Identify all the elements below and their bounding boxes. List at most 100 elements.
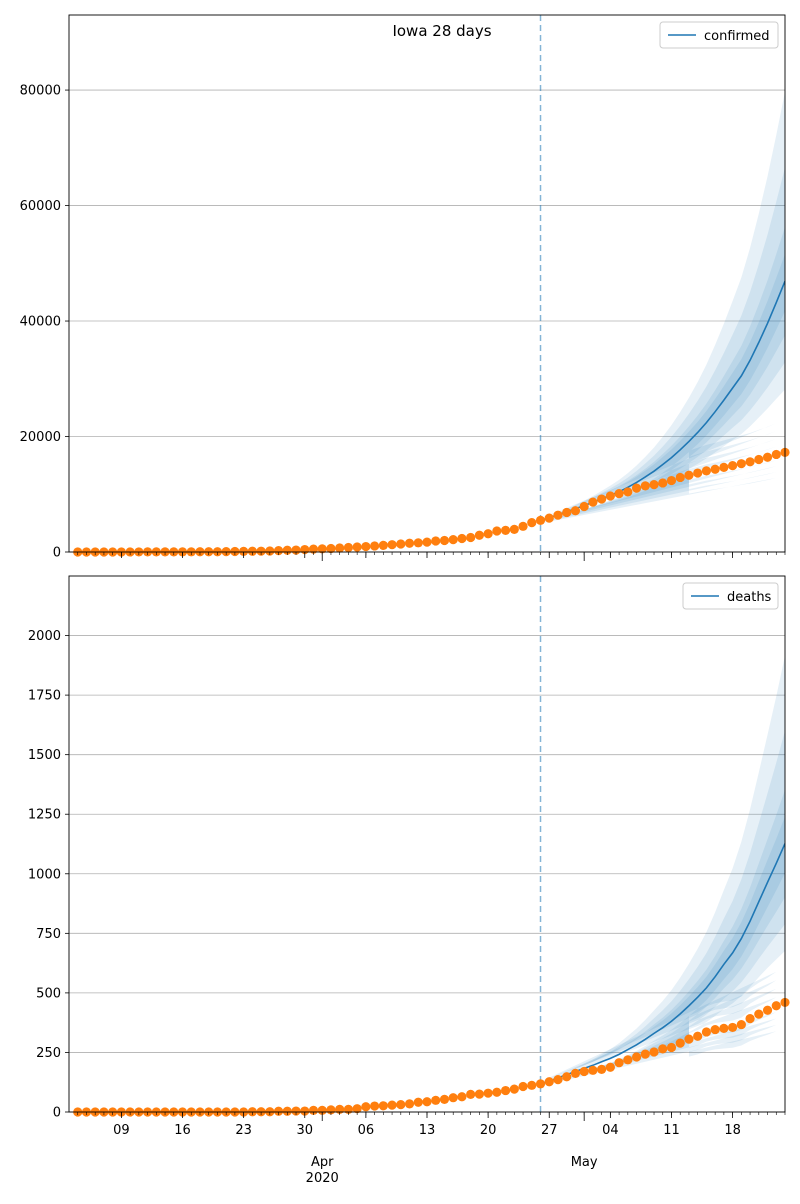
data-point bbox=[291, 1106, 301, 1116]
data-point bbox=[500, 1085, 511, 1096]
y-tick-label: 20000 bbox=[20, 430, 61, 445]
uncertainty-band-3 bbox=[540, 789, 785, 1086]
data-point bbox=[466, 1089, 476, 1099]
data-point bbox=[728, 1022, 738, 1033]
data-point bbox=[378, 540, 388, 550]
data-point bbox=[736, 459, 746, 469]
legend: deaths bbox=[682, 582, 779, 610]
data-point bbox=[413, 1097, 423, 1107]
data-point bbox=[745, 457, 755, 467]
legend-label: deaths bbox=[727, 590, 772, 605]
data-point bbox=[413, 538, 423, 548]
data-point bbox=[273, 546, 284, 556]
data-point bbox=[762, 1005, 773, 1015]
y-tick-label: 60000 bbox=[20, 199, 61, 214]
x-tick-label: 11 bbox=[663, 1123, 680, 1138]
data-point bbox=[335, 543, 345, 553]
data-point bbox=[719, 1023, 729, 1033]
data-point bbox=[396, 1100, 406, 1110]
data-point bbox=[614, 489, 624, 499]
data-point bbox=[527, 1080, 537, 1090]
data-point bbox=[378, 1101, 388, 1111]
x-month-label: Apr bbox=[311, 1155, 334, 1170]
data-point bbox=[719, 462, 729, 473]
data-point bbox=[754, 1009, 764, 1019]
x-tick-label: 13 bbox=[419, 1123, 436, 1138]
data-point bbox=[605, 491, 615, 501]
data-point bbox=[439, 1094, 450, 1104]
data-point bbox=[570, 506, 581, 516]
data-point bbox=[631, 1052, 642, 1062]
y-tick-label: 1000 bbox=[28, 867, 61, 882]
data-point bbox=[614, 1058, 624, 1068]
data-point bbox=[684, 1034, 694, 1044]
uncertainty-bands bbox=[540, 655, 785, 1087]
data-point bbox=[361, 541, 371, 552]
data-point bbox=[728, 461, 738, 471]
data-point bbox=[658, 478, 668, 488]
observed-points bbox=[73, 997, 790, 1117]
legend: confirmed bbox=[659, 21, 779, 49]
data-point bbox=[553, 1075, 563, 1085]
data-point bbox=[282, 545, 292, 555]
data-point bbox=[693, 468, 703, 478]
uncertainty-band-2 bbox=[540, 167, 785, 523]
uncertainty-bands bbox=[540, 91, 785, 524]
chart-panel-2: 0 250 500 750 1000 1250 1500 1750 2000 deaths bbox=[28, 575, 790, 1121]
data-point bbox=[239, 546, 249, 556]
data-point bbox=[422, 1097, 432, 1107]
uncertainty-band-1 bbox=[540, 655, 785, 1085]
y-tick-label: 1500 bbox=[28, 748, 61, 763]
y-tick-label: 250 bbox=[36, 1046, 61, 1061]
data-point bbox=[474, 1089, 484, 1099]
x-tick-label: 06 bbox=[358, 1123, 375, 1138]
data-point bbox=[492, 1087, 502, 1097]
data-point bbox=[701, 466, 712, 476]
uncertainty-band-2 bbox=[540, 730, 785, 1086]
data-point bbox=[483, 1088, 493, 1098]
y-tick-label: 0 bbox=[53, 1106, 61, 1121]
data-point bbox=[509, 524, 519, 534]
data-point bbox=[404, 538, 415, 548]
data-point bbox=[597, 494, 607, 504]
data-point bbox=[247, 546, 257, 556]
data-point bbox=[588, 1065, 598, 1075]
uncertainty-band-4 bbox=[540, 816, 785, 1087]
data-point bbox=[230, 546, 240, 557]
data-point bbox=[710, 1024, 720, 1035]
data-point bbox=[701, 1027, 712, 1037]
data-point bbox=[754, 454, 764, 465]
data-point bbox=[736, 1019, 746, 1030]
data-point bbox=[710, 464, 720, 474]
data-point bbox=[317, 544, 327, 554]
data-point bbox=[605, 1062, 615, 1072]
data-point bbox=[535, 1079, 546, 1089]
chart-panel-1: 0 20000 40000 60000 80000 Iowa 28 days confirm… bbox=[20, 14, 790, 561]
chart-title: Iowa 28 days bbox=[392, 22, 491, 40]
data-point bbox=[553, 510, 563, 520]
y-tick-label: 80000 bbox=[20, 84, 61, 99]
x-tick-label: 04 bbox=[602, 1123, 619, 1138]
data-point bbox=[693, 1031, 703, 1041]
data-point bbox=[492, 526, 502, 536]
x-tick-label: 30 bbox=[296, 1123, 313, 1138]
data-point bbox=[649, 1047, 659, 1057]
data-point bbox=[404, 1099, 415, 1109]
uncertainty-band-3 bbox=[540, 227, 785, 523]
legend-box bbox=[682, 582, 779, 610]
data-point bbox=[265, 546, 275, 556]
x-tick-label: 16 bbox=[174, 1123, 191, 1138]
data-point bbox=[370, 1101, 380, 1111]
data-point bbox=[439, 535, 450, 546]
data-point bbox=[352, 542, 362, 552]
data-point bbox=[562, 507, 572, 518]
data-point bbox=[527, 517, 537, 528]
data-point bbox=[466, 532, 476, 543]
data-point bbox=[579, 501, 589, 512]
data-point bbox=[273, 1106, 284, 1116]
data-point bbox=[588, 497, 598, 507]
data-point bbox=[649, 480, 659, 490]
data-point bbox=[518, 521, 528, 531]
y-tick-label: 1750 bbox=[28, 689, 61, 704]
